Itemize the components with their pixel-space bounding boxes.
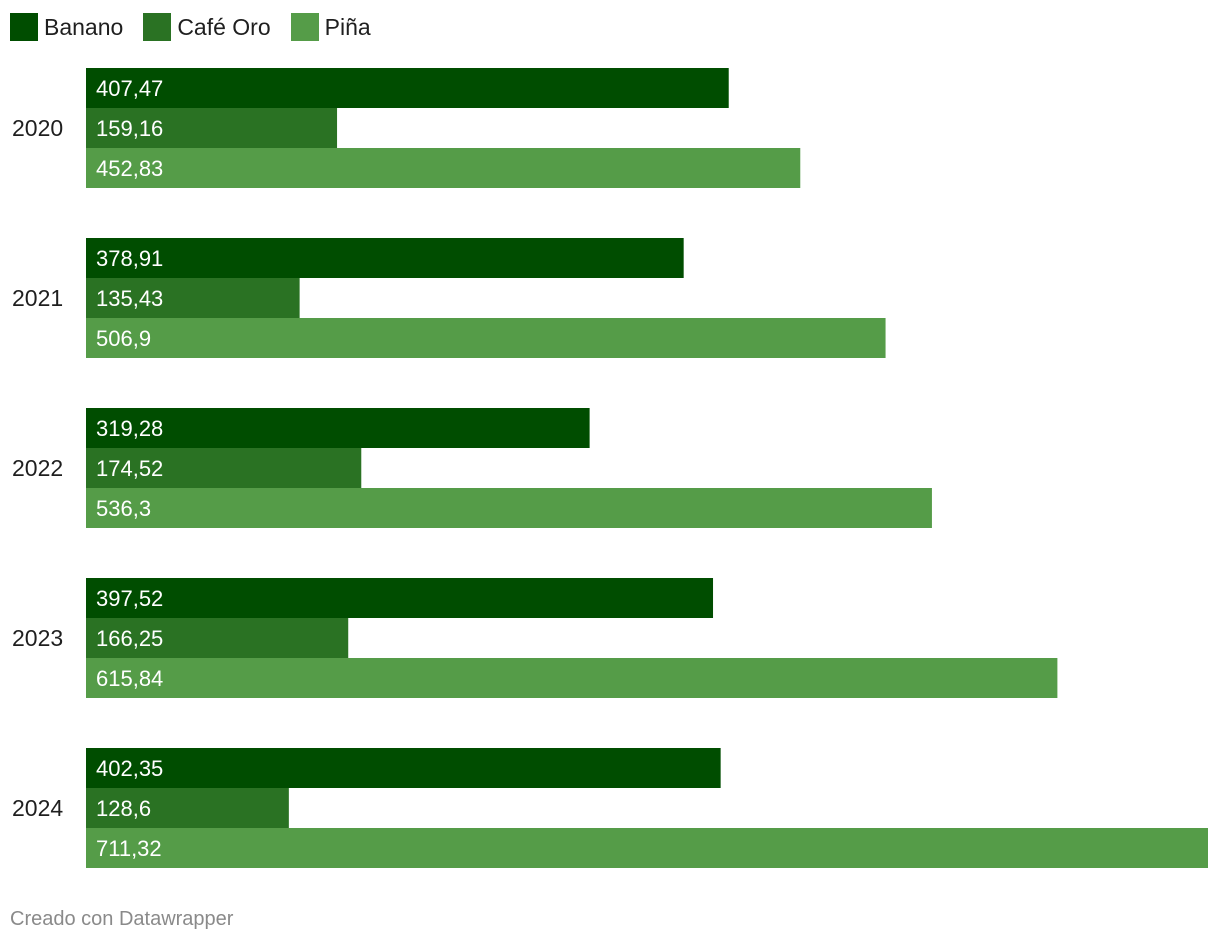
bar-pi-a-2020 <box>86 148 801 188</box>
bar-caf-oro-2021 <box>86 278 300 318</box>
bar-pi-a-2021 <box>86 318 886 358</box>
legend-item-cafe-oro: Café Oro <box>143 13 271 41</box>
legend-label-pina: Piña <box>324 14 371 40</box>
value-label-caf-oro-2020: 159,16 <box>96 116 163 141</box>
value-label-pi-a-2023: 615,84 <box>96 666 163 691</box>
bar-caf-oro-2022 <box>86 448 362 488</box>
value-label-pi-a-2021: 506,9 <box>96 326 151 351</box>
bar-caf-oro-2023 <box>86 618 349 658</box>
bar-chart: 2020 407,47 159,16 452,83 2021 378,91 135,43 50… <box>12 68 1208 868</box>
value-label-banano-2024: 402,35 <box>96 756 163 781</box>
category-label-2020: 2020 <box>12 115 63 141</box>
value-label-pi-a-2024: 711,32 <box>96 836 162 861</box>
bar-caf-oro-2020 <box>86 108 338 148</box>
value-label-banano-2020: 407,47 <box>96 76 163 101</box>
value-label-caf-oro-2021: 135,43 <box>96 286 163 311</box>
value-label-caf-oro-2024: 128,6 <box>96 796 151 821</box>
bar-banano-2021 <box>86 238 684 278</box>
category-label-2023: 2023 <box>12 625 63 651</box>
legend-swatch-cafe-oro <box>143 13 172 41</box>
legend-swatch-pina <box>290 13 319 41</box>
legend-item-pina: Piña <box>290 13 371 41</box>
legend-item-banano: Banano <box>10 13 123 41</box>
bar-pi-a-2022 <box>86 488 932 528</box>
bar-banano-2024 <box>86 748 721 788</box>
bar-caf-oro-2024 <box>86 788 289 828</box>
category-label-2022: 2022 <box>12 455 63 481</box>
legend-label-cafe-oro: Café Oro <box>177 14 271 40</box>
value-label-banano-2023: 397,52 <box>96 586 163 611</box>
bar-pi-a-2024 <box>86 828 1208 868</box>
value-label-caf-oro-2023: 166,25 <box>96 626 163 651</box>
category-label-2021: 2021 <box>12 285 63 311</box>
bar-banano-2023 <box>86 578 714 618</box>
legend-label-banano: Banano <box>44 14 124 40</box>
chart-legend: Banano Café Oro Piña <box>10 12 391 42</box>
bar-banano-2022 <box>86 408 590 448</box>
footer-credit: Creado con Datawrapper <box>10 908 234 930</box>
value-label-caf-oro-2022: 174,52 <box>96 456 163 481</box>
value-label-banano-2021: 378,91 <box>96 246 163 271</box>
value-label-pi-a-2020: 452,83 <box>96 156 163 181</box>
bar-banano-2020 <box>86 68 729 108</box>
legend-swatch-banano <box>10 13 38 41</box>
value-label-banano-2022: 319,28 <box>96 416 163 441</box>
bar-pi-a-2023 <box>86 658 1058 698</box>
value-label-pi-a-2022: 536,3 <box>96 496 151 521</box>
category-label-2024: 2024 <box>12 795 63 821</box>
